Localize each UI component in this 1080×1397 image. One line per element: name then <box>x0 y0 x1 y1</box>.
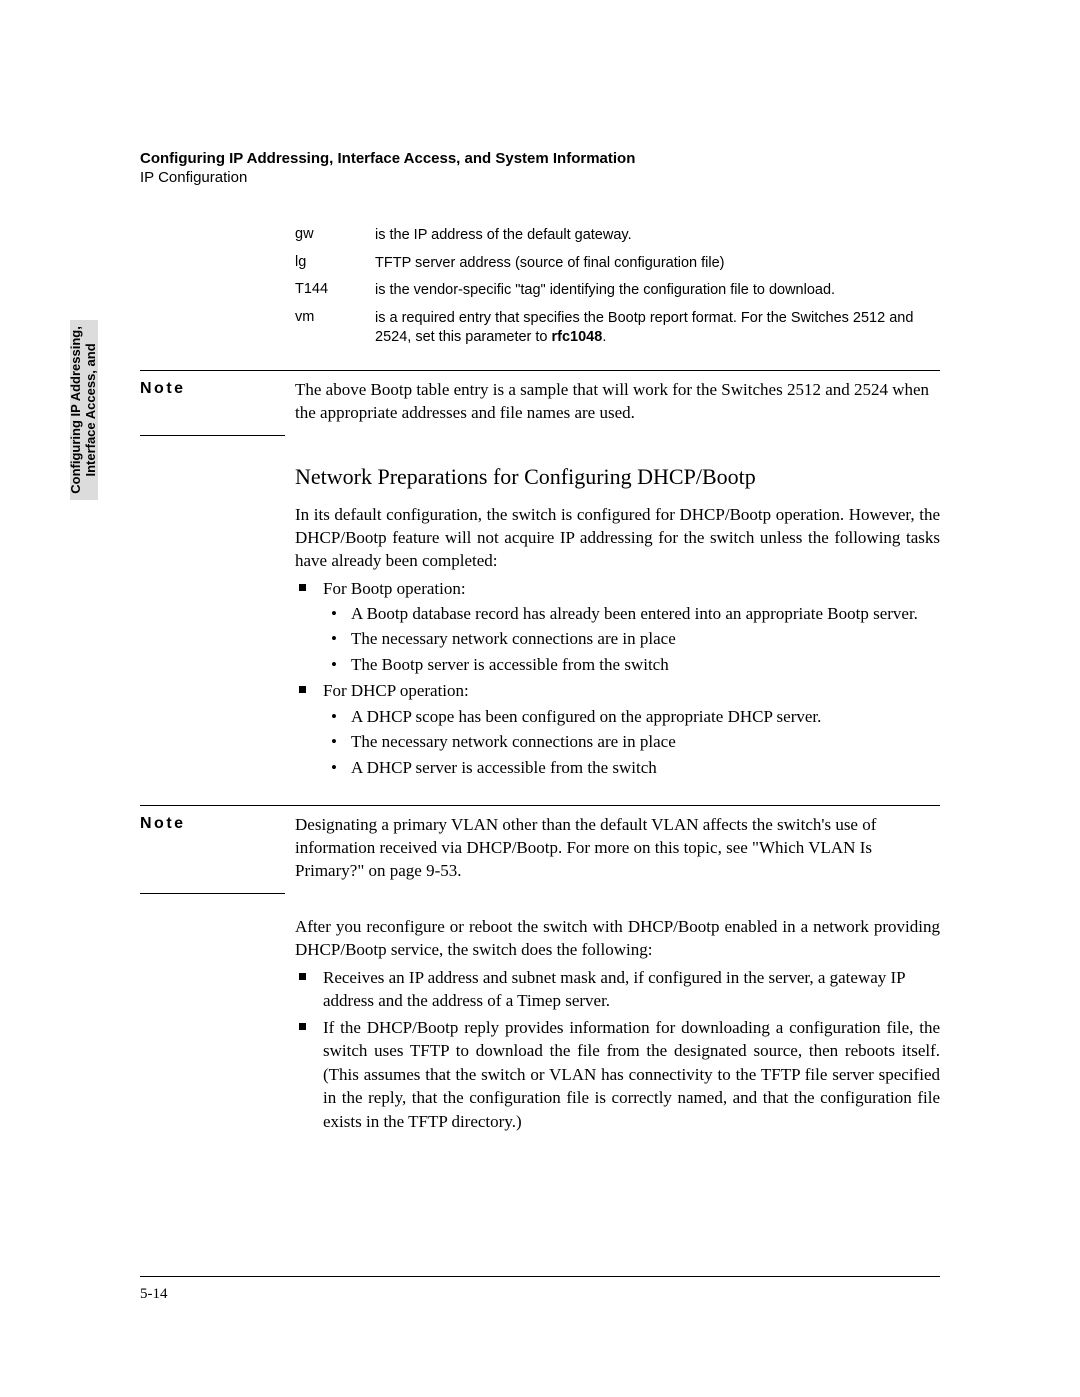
note-label: Note <box>140 815 186 833</box>
sub-list: A DHCP scope has been configured on the … <box>323 705 940 779</box>
document-page: Configuring IP Addressing, Interface Acc… <box>0 0 1080 1397</box>
note-body: The above Bootp table entry is a sample … <box>295 371 940 435</box>
sub-list: A Bootp database record has already been… <box>323 602 940 676</box>
def-term: vm <box>295 309 375 348</box>
def-row: vm is a required entry that specifies th… <box>295 309 940 348</box>
list-item: The necessary network connections are in… <box>323 627 940 650</box>
def-row: gw is the IP address of the default gate… <box>295 226 940 246</box>
def-row: T144 is the vendor-specific "tag" identi… <box>295 281 940 301</box>
list-item: A DHCP server is accessible from the swi… <box>323 756 940 779</box>
side-tab-text: Configuring IP Addressing, Interface Acc… <box>69 326 99 494</box>
paragraph: After you reconfigure or reboot the swit… <box>295 916 940 962</box>
bullet-list: Receives an IP address and subnet mask a… <box>295 966 940 1133</box>
definition-table: gw is the IP address of the default gate… <box>295 226 940 348</box>
def-term: lg <box>295 254 375 274</box>
def-term: T144 <box>295 281 375 301</box>
def-row: lg TFTP server address (source of final … <box>295 254 940 274</box>
list-item: The Bootp server is accessible from the … <box>323 653 940 676</box>
list-item: Receives an IP address and subnet mask a… <box>295 966 940 1013</box>
def-desc: is a required entry that specifies the B… <box>375 309 940 348</box>
main-content: gw is the IP address of the default gate… <box>295 226 940 1133</box>
paragraph: In its default configuration, the switch… <box>295 504 940 573</box>
note-label: Note <box>140 380 186 398</box>
list-item: A Bootp database record has already been… <box>323 602 940 625</box>
header-title: Configuring IP Addressing, Interface Acc… <box>140 150 940 167</box>
running-header: Configuring IP Addressing, Interface Acc… <box>140 150 940 186</box>
footer-rule <box>140 1276 940 1277</box>
def-term: gw <box>295 226 375 246</box>
list-item: A DHCP scope has been configured on the … <box>323 705 940 728</box>
note-block: Note The above Bootp table entry is a sa… <box>295 370 940 436</box>
bullet-list: For Bootp operation: A Bootp database re… <box>295 577 940 780</box>
def-desc: TFTP server address (source of final con… <box>375 254 940 274</box>
def-desc: is the IP address of the default gateway… <box>375 226 940 246</box>
header-subtitle: IP Configuration <box>140 169 940 186</box>
list-item: The necessary network connections are in… <box>323 730 940 753</box>
note-rule <box>140 893 285 894</box>
section-heading: Network Preparations for Configuring DHC… <box>295 464 940 490</box>
page-number: 5-14 <box>140 1286 168 1303</box>
list-item: For DHCP operation: A DHCP scope has bee… <box>295 679 940 779</box>
side-tab: Configuring IP Addressing, Interface Acc… <box>70 320 98 500</box>
def-desc: is the vendor-specific "tag" identifying… <box>375 281 940 301</box>
note-rule <box>140 435 285 436</box>
list-item: For Bootp operation: A Bootp database re… <box>295 577 940 677</box>
note-block: Note Designating a primary VLAN other th… <box>295 805 940 894</box>
note-body: Designating a primary VLAN other than th… <box>295 806 940 893</box>
list-item: If the DHCP/Bootp reply provides informa… <box>295 1016 940 1133</box>
